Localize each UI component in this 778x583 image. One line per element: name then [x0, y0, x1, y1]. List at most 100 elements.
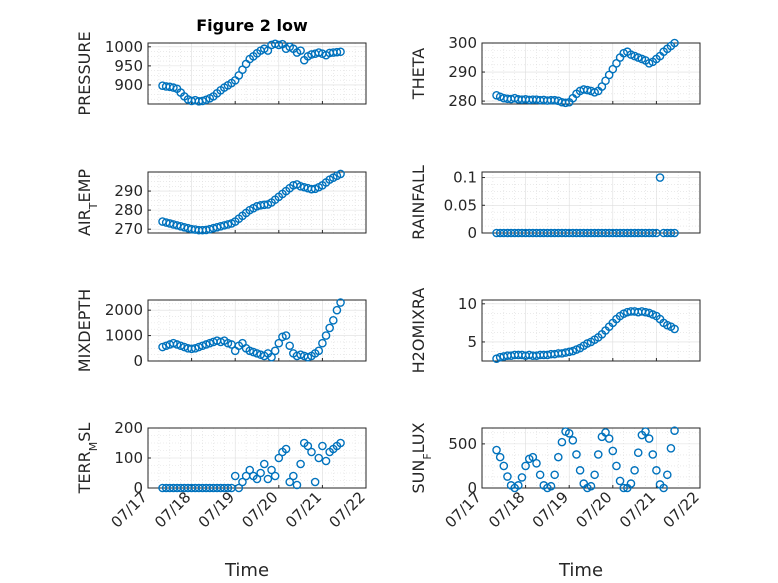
data-point — [263, 474, 273, 484]
data-point — [234, 483, 244, 493]
y-tick-label: 300 — [448, 34, 477, 52]
data-point — [296, 46, 305, 55]
y-tick-label: 2000 — [105, 301, 143, 319]
data-point — [169, 83, 178, 92]
data-point — [230, 471, 240, 481]
data-point — [641, 307, 650, 317]
subplot-8: 0 500 07/17 07/18 07/19 07/20 07/21 07/22 SUNFLU… — [409, 422, 703, 581]
data-point — [517, 473, 527, 482]
y-tick-label: 5 — [467, 333, 477, 351]
y-tick-label: 900 — [114, 76, 143, 94]
y-axis-label: H2OMIXRA — [409, 288, 428, 374]
data-point — [575, 466, 585, 475]
axis-box — [147, 171, 367, 234]
x-tick-label: 07/17 — [108, 488, 151, 531]
data-point — [194, 342, 204, 352]
data-point — [535, 470, 545, 480]
data-point — [289, 471, 298, 481]
x-tick-label: 07/18 — [485, 488, 528, 531]
data-point — [663, 470, 672, 480]
y-tick-label: 200 — [114, 419, 143, 437]
x-tick-label: 07/17 — [442, 488, 485, 531]
axis-box — [481, 299, 701, 362]
data-point — [626, 479, 636, 488]
data-point — [557, 437, 567, 447]
data-point — [296, 459, 305, 469]
data-point — [223, 338, 233, 348]
data-point — [652, 466, 661, 475]
data-point — [249, 347, 258, 357]
data-point — [655, 173, 665, 182]
data-point — [274, 40, 284, 50]
y-axis-label: TERRMSL — [75, 423, 100, 495]
data-point — [281, 444, 291, 454]
data-point — [586, 481, 596, 491]
y-axis-label: PRESSURE — [75, 31, 94, 115]
axis-box — [481, 42, 701, 105]
data-point — [259, 200, 269, 210]
x-axis-label: Time — [558, 560, 603, 581]
data-point — [514, 481, 523, 490]
data-point — [307, 447, 316, 457]
data-point — [670, 228, 679, 238]
y-axis-label: THETA — [409, 48, 428, 100]
data-point — [303, 441, 313, 451]
y-tick-label: 1000 — [105, 327, 143, 345]
y-tick-label: 0 — [467, 224, 477, 242]
data-point — [296, 350, 305, 359]
data-point — [158, 342, 167, 352]
data-point — [572, 450, 581, 459]
data-point — [641, 427, 650, 436]
data-point — [336, 298, 345, 307]
axis-box — [147, 42, 367, 105]
y-tick-label: 10 — [458, 295, 477, 313]
data-point — [223, 483, 233, 493]
data-point — [521, 461, 530, 471]
y-tick-label: 100 — [114, 449, 143, 467]
data-point — [644, 434, 654, 443]
data-point — [670, 426, 679, 435]
subplot-6: 5 10 H2OMIXRA — [409, 288, 701, 374]
data-point — [321, 456, 331, 466]
data-point — [314, 346, 324, 356]
data-point — [568, 436, 578, 445]
x-tick-label: 07/22 — [326, 488, 369, 531]
y-axis-label: MIXDEPTH — [75, 289, 94, 372]
data-point — [495, 452, 505, 462]
data-point — [205, 338, 215, 348]
data-point — [238, 477, 247, 487]
y-tick-label: 0 — [133, 479, 143, 497]
x-tick-label: 07/19 — [529, 488, 572, 531]
y-tick-label: 0 — [467, 479, 477, 497]
y-tick-label: 0.1 — [453, 169, 477, 187]
data-point — [648, 450, 658, 459]
y-tick-label: 950 — [114, 57, 143, 75]
data-point — [336, 169, 345, 179]
data-point — [310, 477, 320, 487]
y-tick-label: 290 — [448, 63, 477, 81]
x-tick-label: 07/22 — [660, 488, 703, 531]
data-point — [332, 305, 342, 315]
data-point — [172, 340, 182, 349]
data-point — [590, 470, 599, 480]
data-point — [259, 459, 269, 469]
data-point — [336, 438, 345, 448]
data-point — [161, 341, 171, 351]
figure-title: Figure 2 low — [196, 16, 308, 35]
data-point — [318, 441, 327, 451]
data-point — [252, 474, 262, 484]
data-point — [314, 453, 324, 463]
data-point — [670, 38, 679, 48]
data-point — [583, 85, 592, 95]
data-point — [245, 465, 255, 475]
data-point — [503, 472, 512, 481]
x-tick-label: 07/21 — [282, 488, 325, 531]
data-point — [198, 341, 207, 351]
data-point — [670, 324, 679, 334]
data-point — [648, 228, 658, 238]
data-point — [608, 446, 618, 456]
data-point — [593, 450, 603, 459]
